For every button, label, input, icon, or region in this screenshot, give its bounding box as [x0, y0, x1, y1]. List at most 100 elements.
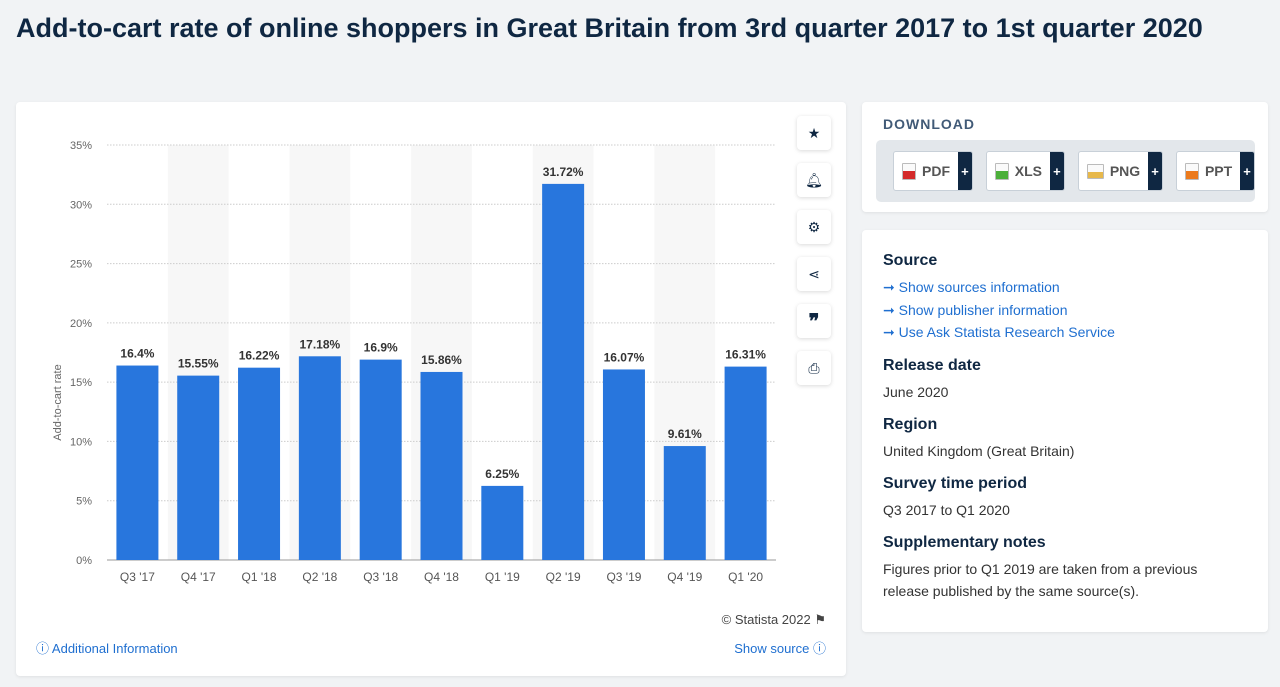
plus-icon: +: [1148, 152, 1162, 190]
ppt-label: PPT: [1204, 163, 1233, 179]
bar: [298, 356, 341, 560]
bar: [177, 375, 220, 560]
y-tick-label: 30%: [70, 199, 92, 211]
data-label: 16.22%: [239, 349, 280, 363]
pdf-file-icon: [902, 162, 916, 180]
release-title: Release date: [883, 357, 981, 374]
source-title: Source: [883, 252, 938, 269]
bar: [542, 183, 585, 560]
show-publisher-link[interactable]: ➞ Show publisher information: [883, 301, 1068, 318]
x-tick-label: Q3 '17: [120, 570, 155, 584]
quote-icon[interactable]: ❞: [797, 304, 831, 338]
plus-icon: +: [1240, 152, 1254, 190]
y-tick-label: 0%: [76, 555, 92, 567]
download-card: DOWNLOAD PDF + XLS + PNG + PPT +: [862, 102, 1268, 212]
x-tick-label: Q1 '18: [242, 570, 277, 584]
bar: [481, 485, 524, 560]
x-tick-label: Q4 '18: [424, 570, 459, 584]
x-tick-label: Q1 '19: [485, 570, 520, 584]
additional-label: Additional Information: [51, 641, 178, 656]
data-label: 15.86%: [421, 353, 462, 367]
release-section: Release date June 2020: [883, 357, 981, 403]
star-icon[interactable]: ★: [797, 116, 831, 150]
gear-icon[interactable]: ⚙: [797, 210, 831, 244]
y-axis-label: Add-to-cart rate: [52, 364, 64, 440]
xls-file-icon: [994, 162, 1009, 180]
copyright: © Statista 2022 ⚑: [722, 612, 826, 628]
release-value: June 2020: [883, 384, 949, 400]
chart-toolbar: ★ 🔔︎ ⚙ ⋖ ❞ ⎙: [797, 116, 831, 398]
info-card: Source ➞ Show sources information ➞ Show…: [862, 230, 1268, 632]
y-tick-label: 35%: [70, 140, 92, 152]
bar-chart: 0% 5% 10% 15% 20% 25% 30% 35% Add-to-cart rate 16…: [52, 140, 776, 584]
y-tick-label: 10%: [70, 436, 92, 448]
download-buttons: PDF + XLS + PNG + PPT +: [876, 140, 1255, 202]
download-xls-button[interactable]: XLS +: [985, 151, 1065, 191]
data-label: 16.4%: [120, 347, 154, 361]
x-tick-label: Q4 '17: [181, 570, 216, 584]
notes-section: Supplementary notes Figures prior to Q1 2…: [883, 534, 1243, 602]
download-png-button[interactable]: PNG +: [1077, 151, 1163, 191]
period-title: Survey time period: [883, 475, 1028, 492]
xls-label: XLS: [1014, 163, 1043, 179]
link-label: Show sources information: [898, 279, 1060, 295]
print-icon[interactable]: ⎙: [797, 351, 831, 385]
bar: [663, 446, 706, 560]
bar: [359, 359, 402, 560]
source-section: Source ➞ Show sources information ➞ Show…: [883, 252, 1115, 344]
data-label: 17.18%: [300, 337, 341, 351]
period-section: Survey time period Q3 2017 to Q1 2020: [883, 475, 1027, 521]
bar: [724, 366, 767, 560]
data-label: 16.9%: [364, 341, 398, 355]
share-icon[interactable]: ⋖: [797, 257, 831, 291]
show-source-link[interactable]: Show source ⓘ: [734, 638, 826, 657]
y-tick-label: 5%: [76, 496, 92, 508]
info-icon: ⓘ: [812, 641, 826, 656]
y-tick-label: 25%: [70, 259, 92, 271]
bar: [238, 367, 281, 560]
data-label: 16.31%: [725, 348, 766, 362]
y-tick-label: 15%: [70, 377, 92, 389]
show-sources-link[interactable]: ➞ Show sources information: [883, 279, 1060, 295]
ppt-file-icon: [1184, 162, 1199, 180]
data-label: 31.72%: [543, 165, 584, 179]
bar: [602, 369, 645, 560]
copyright-text: © Statista 2022: [721, 612, 811, 627]
data-label: 9.61%: [668, 427, 702, 441]
info-icon: ⓘ: [36, 641, 50, 656]
link-label: Show publisher information: [898, 301, 1068, 318]
chart-card: 0% 5% 10% 15% 20% 25% 30% 35% Add-to-cart rate 16…: [16, 102, 846, 676]
x-tick-label: Q4 '19: [667, 570, 702, 584]
png-label: PNG: [1109, 163, 1141, 179]
y-tick-label: 20%: [70, 318, 92, 330]
x-tick-label: Q3 '19: [606, 570, 641, 584]
x-tick-label: Q1 '20: [728, 570, 763, 584]
download-title: DOWNLOAD: [883, 116, 975, 132]
notes-title: Supplementary notes: [883, 534, 1046, 551]
data-label: 16.07%: [604, 350, 645, 364]
data-label: 6.25%: [485, 467, 519, 481]
bar: [420, 371, 463, 560]
period-value: Q3 2017 to Q1 2020: [883, 502, 1010, 518]
data-label: 15.55%: [178, 357, 219, 371]
plus-icon: +: [1050, 152, 1064, 190]
region-section: Region United Kingdom (Great Britain): [883, 416, 1074, 462]
x-tick-label: Q2 '18: [302, 570, 337, 584]
bell-icon[interactable]: 🔔︎: [797, 163, 831, 197]
pdf-label: PDF: [922, 163, 950, 179]
page-title: Add-to-cart rate of online shoppers in G…: [16, 13, 1203, 43]
download-ppt-button[interactable]: PPT +: [1175, 151, 1255, 191]
additional-information-link[interactable]: ⓘ Additional Information: [36, 638, 178, 657]
bar: [116, 365, 159, 560]
x-tick-label: Q3 '18: [363, 570, 398, 584]
link-label: Use Ask Statista Research Service: [898, 324, 1115, 340]
region-title: Region: [883, 416, 938, 433]
notes-value: Figures prior to Q1 2019 are taken from …: [883, 561, 1198, 599]
flag-icon: ⚑: [814, 612, 826, 627]
download-pdf-button[interactable]: PDF +: [893, 151, 973, 191]
show-source-label: Show source: [734, 641, 810, 656]
region-value: United Kingdom (Great Britain): [883, 443, 1075, 459]
plus-icon: +: [958, 152, 972, 190]
png-file-icon: [1086, 163, 1104, 179]
ask-statista-link[interactable]: ➞ Use Ask Statista Research Service: [883, 324, 1115, 340]
